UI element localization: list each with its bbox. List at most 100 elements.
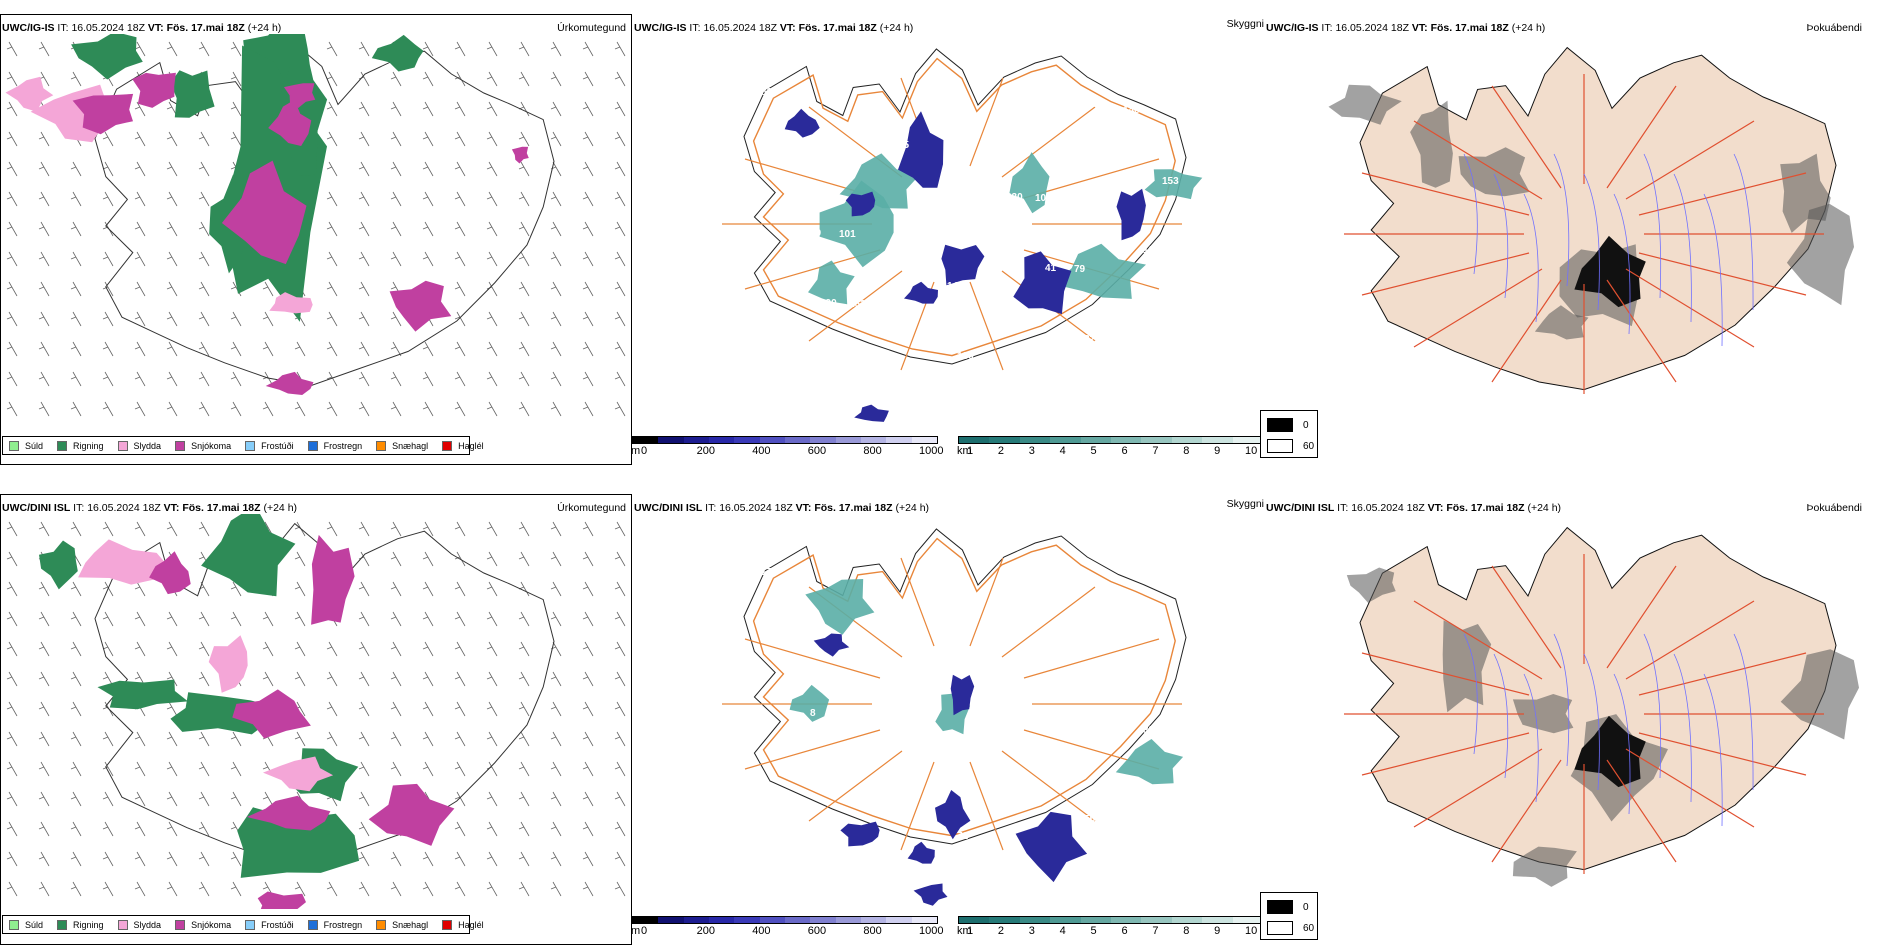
visibility-area	[808, 260, 855, 305]
wind-barb-icon	[6, 731, 18, 747]
wind-barb-icon	[134, 221, 146, 237]
wind-barb-icon	[166, 131, 178, 147]
wind-barb-icon	[38, 221, 50, 237]
colorbar-ticks: m 0 200 400 600 800 1000	[631, 924, 943, 938]
colorbar-tick-label: 0	[641, 925, 648, 937]
fog-area	[1410, 100, 1453, 188]
colorbar-strip	[958, 436, 1264, 444]
wind-barb-icon	[582, 221, 594, 237]
wind-barb-icon	[6, 311, 18, 327]
wind-barb-icon	[326, 521, 338, 537]
wind-barb-icon	[518, 611, 530, 627]
it-label: IT:	[73, 502, 85, 514]
wind-barb-icon	[166, 221, 178, 237]
wind-barb-icon	[38, 791, 50, 807]
colorbar-tick-label: 4	[1059, 445, 1066, 457]
river-network	[1463, 153, 1754, 347]
legend-label: Rigning	[73, 440, 104, 451]
legend-item: Haglél	[442, 440, 484, 451]
wind-barb-icon	[454, 281, 466, 297]
snow-area	[265, 371, 314, 395]
legend-swatch	[245, 919, 256, 930]
legend-swatch	[175, 919, 186, 930]
wind-barb-icon	[518, 641, 530, 657]
cloud-map: 148 922 145 387 135 71 483 175 122 120 516 68 95 75 8 5…	[722, 528, 1199, 906]
wind-barb-icon	[198, 401, 210, 417]
wind-barb-icon	[358, 701, 370, 717]
wind-barb-icon	[326, 131, 338, 147]
wind-barb-icon	[454, 101, 466, 117]
colorbar-tick-label: 4	[1059, 925, 1066, 937]
coastline	[743, 528, 1187, 845]
wind-barb-icon	[582, 821, 594, 837]
colorbar-segment	[759, 437, 785, 443]
wind-barb-icon	[614, 41, 626, 57]
legend-label: Haglél	[458, 440, 484, 451]
lead-time: (+24 h)	[895, 502, 930, 514]
cloud-base-value-label: 102	[1035, 193, 1052, 204]
cloud-base-value-label: 55	[1084, 814, 1096, 825]
cloud-base-colorbar: m 0 200 400 600 800 1000	[631, 916, 943, 938]
wind-barb-icon	[230, 101, 242, 117]
sleet-area	[263, 756, 334, 792]
wind-barb-icon	[550, 671, 562, 687]
cloud-base-value-label: 321	[1094, 104, 1111, 115]
wind-barb-icon	[454, 821, 466, 837]
wind-barb-icon	[6, 791, 18, 807]
wind-barb-icon	[6, 221, 18, 237]
wind-barb-icon	[230, 401, 242, 417]
wind-barb-icon	[518, 551, 530, 567]
wind-barb-icon	[6, 41, 18, 57]
wind-barb-icon	[518, 161, 530, 177]
it-label: IT:	[689, 22, 701, 34]
wind-barb-icon	[454, 851, 466, 867]
legend-swatch	[245, 440, 256, 451]
colorbar-segment	[683, 437, 709, 443]
wind-barb-icon	[390, 131, 402, 147]
cloud-base-value-label: 124	[859, 369, 876, 380]
legend-item: Snjókoma	[175, 919, 231, 930]
wind-barb-icon	[6, 191, 18, 207]
legend-item: Slydda	[117, 919, 161, 930]
wind-barb-icon	[518, 821, 530, 837]
wind-barb-icon	[326, 671, 338, 687]
wind-barb-icon	[38, 701, 50, 717]
fog-area	[1512, 846, 1577, 887]
wind-barb-icon	[230, 71, 242, 87]
precip-map-frame	[0, 14, 632, 465]
wind-barb-icon	[486, 131, 498, 147]
wind-barb-icon	[134, 401, 146, 417]
fog-legend-row: 60	[1267, 921, 1314, 935]
wind-barb-icon	[198, 791, 210, 807]
wind-barb-icon	[486, 581, 498, 597]
wind-barb-icon	[230, 791, 242, 807]
colorbar-tick-label: 200	[696, 925, 715, 937]
cloud-base-value-label: 79	[810, 228, 822, 239]
legend-item: Snæhagl	[376, 919, 428, 930]
wind-barb-icon	[38, 311, 50, 327]
it-value: 16.05.2024 18Z	[1351, 502, 1425, 514]
snow-area	[232, 689, 311, 739]
vt-value: Fös. 17.mai 18Z	[1446, 502, 1525, 514]
legend-label: Frostregn	[323, 440, 363, 451]
colorbar-segment	[1019, 437, 1051, 443]
wind-barb-icon	[582, 41, 594, 57]
colorbar-segment	[708, 437, 735, 443]
legend-item: Frostregn	[307, 919, 362, 930]
wind-barb-icon	[518, 791, 530, 807]
wind-barb-icon	[102, 371, 114, 387]
colorbar-segment	[734, 437, 760, 443]
precip-panel-top: UWC/IG-IS IT: 16.05.2024 18Z VT: Fös. 17…	[0, 0, 632, 465]
wind-barb-icon	[102, 521, 114, 537]
colorbar-tick-label: 400	[752, 445, 771, 457]
wind-barb-icon	[6, 761, 18, 777]
wind-barb-icon	[422, 341, 434, 357]
model-name: UWC/IG-IS	[634, 22, 687, 34]
snow-area	[149, 551, 191, 595]
panel-title: UWC/DINI ISL IT: 16.05.2024 18Z VT: Fös.…	[634, 502, 929, 514]
wind-barb-icon	[326, 401, 338, 417]
colorbar-tick-label: 1000	[919, 925, 944, 937]
wind-barb-icon	[70, 341, 82, 357]
colorbar-tick-label: 9	[1214, 445, 1221, 457]
wind-barb-icon	[198, 161, 210, 177]
